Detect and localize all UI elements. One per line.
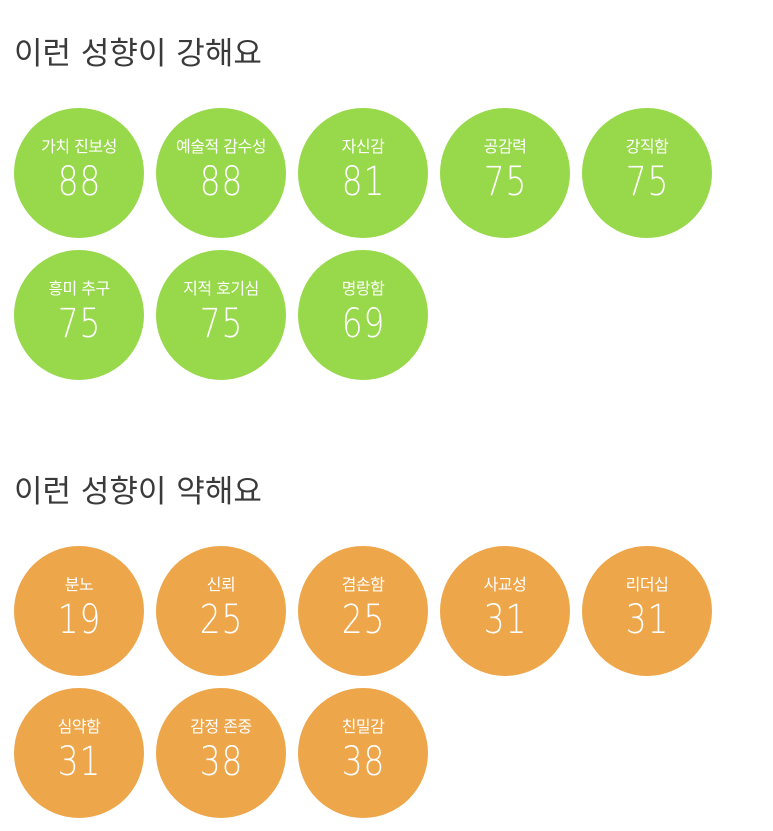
trait-label: 강직함: [625, 137, 669, 156]
trait-label: 겸손함: [341, 575, 385, 594]
trait-label: 자신감: [341, 137, 385, 156]
trait-badge: 심약함 31: [14, 688, 144, 818]
trait-label: 심약함: [57, 717, 101, 736]
trait-score: 31: [57, 739, 101, 785]
trait-label: 가치 진보성: [41, 137, 117, 156]
trait-score: 38: [199, 739, 243, 785]
trait-badge: 흥미 추구 75: [14, 250, 144, 380]
trait-score: 75: [199, 301, 243, 347]
trait-badge: 분노 19: [14, 546, 144, 676]
trait-score: 25: [341, 597, 385, 643]
trait-badge: 명랑함 69: [298, 250, 428, 380]
trait-badge: 공감력 75: [440, 108, 570, 238]
trait-score: 88: [57, 159, 101, 205]
trait-badge: 사교성 31: [440, 546, 570, 676]
weak-traits-grid: 분노 19 신뢰 25 겸손함 25 사교성 31 리더십 31 심약함 31 …: [14, 546, 759, 818]
trait-badge: 가치 진보성 88: [14, 108, 144, 238]
trait-label: 리더십: [625, 575, 669, 594]
trait-score: 19: [57, 597, 101, 643]
trait-label: 감정 존중: [190, 717, 252, 736]
trait-score: 75: [483, 159, 527, 205]
trait-score: 25: [199, 597, 243, 643]
trait-score: 81: [341, 159, 385, 205]
trait-badge: 감정 존중 38: [156, 688, 286, 818]
trait-badge: 겸손함 25: [298, 546, 428, 676]
trait-badge: 친밀감 38: [298, 688, 428, 818]
trait-label: 예술적 감수성: [176, 137, 266, 156]
trait-badge: 지적 호기심 75: [156, 250, 286, 380]
weak-traits-title: 이런 성향이 약해요: [14, 474, 262, 510]
trait-score: 75: [625, 159, 669, 205]
trait-score: 69: [341, 301, 385, 347]
trait-score: 88: [199, 159, 243, 205]
trait-label: 친밀감: [341, 717, 385, 736]
trait-label: 지적 호기심: [183, 279, 259, 298]
strong-traits-title: 이런 성향이 강해요: [14, 36, 262, 72]
trait-score: 38: [341, 739, 385, 785]
trait-label: 명랑함: [341, 279, 385, 298]
trait-score: 31: [625, 597, 669, 643]
weak-traits-section: 이런 성향이 약해요 분노 19 신뢰 25 겸손함 25 사교성 31 리더십…: [14, 468, 759, 818]
trait-badge: 신뢰 25: [156, 546, 286, 676]
trait-label: 흥미 추구: [48, 279, 110, 298]
trait-label: 신뢰: [206, 575, 236, 594]
trait-score: 75: [57, 301, 101, 347]
trait-badge: 리더십 31: [582, 546, 712, 676]
strong-traits-section: 이런 성향이 강해요 가치 진보성 88 예술적 감수성 88 자신감 81 공…: [14, 30, 759, 380]
trait-label: 분노: [64, 575, 94, 594]
strong-traits-grid: 가치 진보성 88 예술적 감수성 88 자신감 81 공감력 75 강직함 7…: [14, 108, 759, 380]
trait-label: 사교성: [483, 575, 527, 594]
trait-badge: 자신감 81: [298, 108, 428, 238]
trait-score: 31: [483, 597, 527, 643]
trait-badge: 강직함 75: [582, 108, 712, 238]
trait-badge: 예술적 감수성 88: [156, 108, 286, 238]
trait-label: 공감력: [483, 137, 527, 156]
